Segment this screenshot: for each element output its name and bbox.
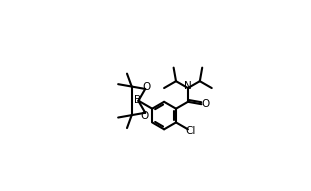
Text: Cl: Cl bbox=[185, 126, 196, 136]
Text: O: O bbox=[143, 82, 151, 92]
Text: O: O bbox=[140, 111, 149, 121]
Text: N: N bbox=[184, 81, 192, 91]
Text: B: B bbox=[134, 95, 142, 105]
Text: O: O bbox=[202, 99, 210, 109]
